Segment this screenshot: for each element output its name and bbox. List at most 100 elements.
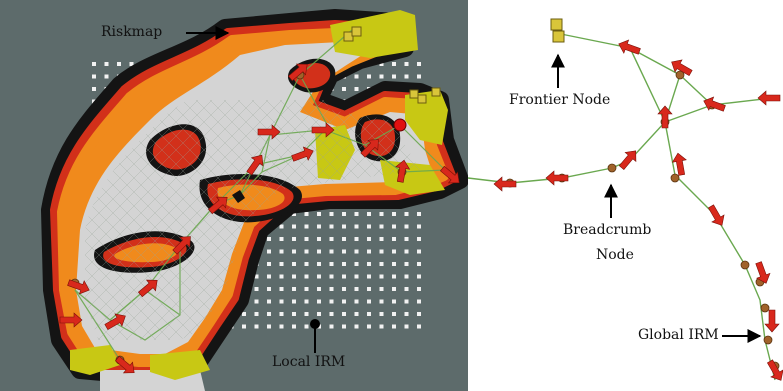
grid-dot xyxy=(379,312,384,316)
grid-dot xyxy=(279,237,284,241)
grid-dot xyxy=(342,262,346,266)
grid-dot xyxy=(304,299,309,304)
lattice-line xyxy=(560,100,783,340)
grid-dot xyxy=(292,262,296,266)
lattice-line xyxy=(588,100,783,340)
grid-dot xyxy=(417,312,421,316)
grid-dot xyxy=(392,249,396,254)
grid-dot xyxy=(317,249,321,254)
grid-dot xyxy=(342,237,346,241)
grid-dot xyxy=(279,262,284,266)
lattice-line xyxy=(85,99,213,341)
grid-dot xyxy=(342,287,346,291)
grid-dot xyxy=(254,299,259,304)
grid-dot xyxy=(267,262,271,266)
grid-dot xyxy=(317,287,321,291)
lattice-line xyxy=(462,100,702,340)
grid-dot xyxy=(379,274,384,279)
grid-dot xyxy=(417,249,421,254)
lattice-line xyxy=(125,99,367,341)
riskmap-label: Riskmap xyxy=(101,24,163,40)
grid-dot xyxy=(354,299,359,304)
grid-dot xyxy=(404,62,409,66)
breadcrumb-node-label-line2: Node xyxy=(596,247,634,263)
grid-dot xyxy=(342,324,346,329)
grid-dot xyxy=(417,262,421,266)
frontier-node-label: Frontier Node xyxy=(509,92,611,108)
grid-dot xyxy=(304,262,309,266)
grid-dot xyxy=(279,224,284,229)
grid-dot xyxy=(329,224,334,229)
grid-dot xyxy=(254,312,259,316)
grid-dot xyxy=(354,249,359,254)
lattice-line xyxy=(462,100,702,340)
grid-dot xyxy=(354,74,359,79)
global-frontier-node xyxy=(550,18,565,43)
grid-dot xyxy=(304,237,309,241)
grid-dot xyxy=(292,274,296,279)
grid-dot xyxy=(254,287,259,291)
grid-dot xyxy=(104,62,109,66)
grid-dot xyxy=(329,274,334,279)
lattice-line xyxy=(85,99,143,341)
grid-dot xyxy=(292,324,296,329)
grid-dot xyxy=(354,287,359,291)
grid-dot xyxy=(329,312,334,316)
lattice-line xyxy=(349,99,420,341)
lattice-line xyxy=(85,99,297,341)
grid-dot xyxy=(417,74,421,79)
lattice-line xyxy=(85,99,185,341)
grid-dot xyxy=(242,312,246,316)
breadcrumb-node-label-line1: Breadcrumb xyxy=(563,222,652,238)
lattice-line xyxy=(321,99,420,341)
lattice-line xyxy=(588,100,783,340)
grid-dot xyxy=(279,274,284,279)
grid-dot xyxy=(304,224,309,229)
grid-dot xyxy=(254,274,259,279)
grid-dot xyxy=(329,287,334,291)
grid-dot xyxy=(292,312,296,316)
grid-dot xyxy=(379,262,384,266)
grid-dot xyxy=(367,324,371,329)
lattice-line xyxy=(490,100,730,340)
grid-dot xyxy=(267,274,271,279)
grid-dot xyxy=(367,224,371,229)
lattice-line xyxy=(476,100,716,340)
grid-dot xyxy=(304,287,309,291)
lattice-line xyxy=(476,100,716,340)
grid-dot xyxy=(392,262,396,266)
grid-dot xyxy=(404,237,409,241)
grid-dot xyxy=(367,212,371,216)
grid-dot xyxy=(92,74,96,79)
grid-dot xyxy=(379,287,384,291)
grid-dot xyxy=(417,324,421,329)
annotation-arrows xyxy=(186,26,762,353)
grid-dot xyxy=(392,274,396,279)
grid-dot xyxy=(292,287,296,291)
grid-dot xyxy=(417,287,421,291)
grid-dot xyxy=(354,212,359,216)
grid-dot xyxy=(392,299,396,304)
grid-dot xyxy=(379,324,384,329)
grid-dot xyxy=(379,224,384,229)
grid-dot xyxy=(317,224,321,229)
grid-dot xyxy=(304,312,309,316)
grid-dot xyxy=(379,62,384,66)
grid-dot xyxy=(392,312,396,316)
global-waypoint-arrows xyxy=(493,39,783,381)
grid-dot xyxy=(417,299,421,304)
grid-dot xyxy=(354,262,359,266)
lattice-line xyxy=(111,99,353,341)
grid-dot xyxy=(404,287,409,291)
lattice-line xyxy=(85,99,157,341)
lattice-line xyxy=(434,100,674,340)
grid-dot xyxy=(342,312,346,316)
local-waypoint-arrows xyxy=(59,63,460,374)
grid-dot xyxy=(317,312,321,316)
grid-dot xyxy=(329,262,334,266)
lattice-line xyxy=(85,99,283,341)
grid-dot xyxy=(267,324,271,329)
grid-dot xyxy=(292,237,296,241)
lattice-line xyxy=(85,99,129,341)
grid-dot xyxy=(342,274,346,279)
